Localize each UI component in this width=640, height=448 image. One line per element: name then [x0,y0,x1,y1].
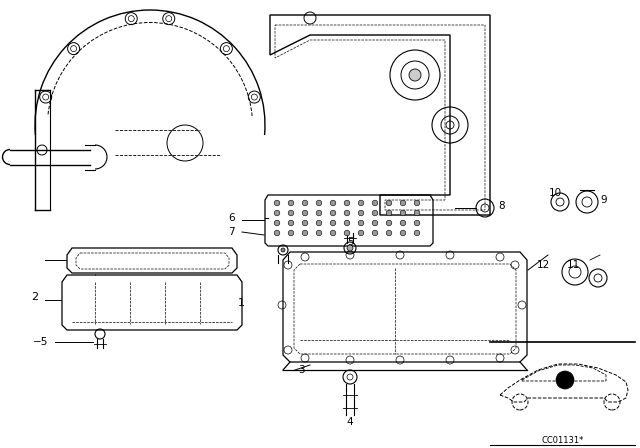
Circle shape [316,200,322,206]
Circle shape [386,210,392,216]
Circle shape [330,200,336,206]
Circle shape [274,210,280,216]
Circle shape [274,200,280,206]
Text: 11: 11 [567,260,580,270]
Circle shape [409,69,421,81]
Circle shape [358,220,364,226]
Circle shape [414,200,420,206]
Circle shape [358,200,364,206]
Circle shape [302,220,308,226]
Circle shape [344,210,350,216]
Text: 6: 6 [228,213,235,223]
Text: 12: 12 [537,260,550,270]
Circle shape [400,200,406,206]
Circle shape [330,220,336,226]
Circle shape [372,200,378,206]
Text: 8: 8 [498,201,504,211]
Circle shape [372,220,378,226]
Circle shape [400,230,406,236]
Circle shape [400,220,406,226]
Circle shape [316,210,322,216]
Text: 4: 4 [347,417,353,427]
Circle shape [288,220,294,226]
Text: 9: 9 [600,195,607,205]
Circle shape [316,220,322,226]
Text: 1: 1 [238,298,245,308]
Circle shape [330,210,336,216]
Circle shape [414,210,420,216]
Circle shape [288,230,294,236]
Circle shape [372,230,378,236]
Circle shape [414,220,420,226]
Circle shape [400,210,406,216]
Circle shape [302,200,308,206]
Circle shape [288,200,294,206]
Circle shape [556,371,574,389]
Circle shape [344,230,350,236]
Circle shape [358,210,364,216]
Text: −5: −5 [33,337,48,347]
Circle shape [372,210,378,216]
Circle shape [281,248,285,252]
Circle shape [386,230,392,236]
Circle shape [347,245,353,251]
Circle shape [386,220,392,226]
Text: 7: 7 [228,227,235,237]
Text: 10: 10 [548,188,561,198]
Circle shape [358,230,364,236]
Text: 5: 5 [347,237,353,247]
Circle shape [302,210,308,216]
Circle shape [302,230,308,236]
Circle shape [316,230,322,236]
Circle shape [330,230,336,236]
Circle shape [274,220,280,226]
Circle shape [344,200,350,206]
Text: 2: 2 [31,292,38,302]
Circle shape [414,230,420,236]
Text: 3: 3 [298,365,305,375]
Circle shape [274,230,280,236]
Text: CC01131*: CC01131* [542,435,584,444]
Circle shape [344,220,350,226]
Circle shape [288,210,294,216]
Circle shape [386,200,392,206]
